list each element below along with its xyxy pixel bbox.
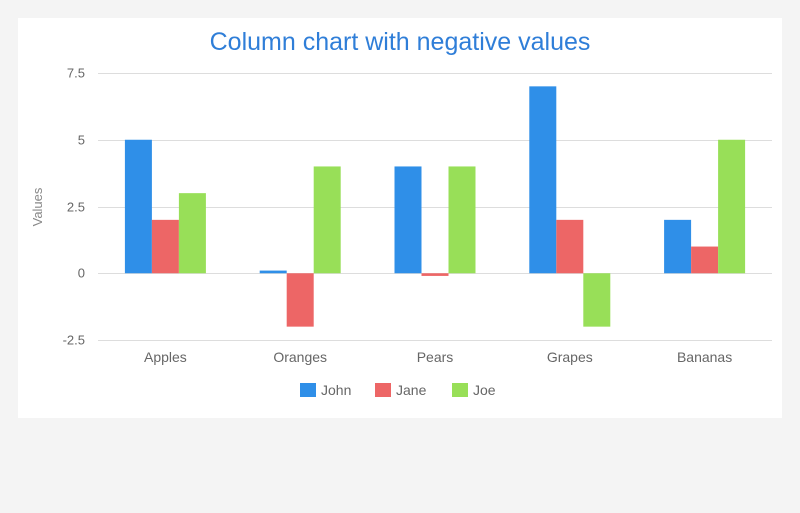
bar-john-pears: [394, 166, 422, 274]
y-axis-ticks: 7.5 5 2.5 0 -2.5: [63, 66, 85, 348]
y-tick-label: -2.5: [63, 333, 85, 348]
bar-john-bananas: [664, 219, 692, 274]
y-axis-title: Values: [30, 187, 45, 226]
x-axis-labels: Apples Oranges Pears Grapes Bananas: [144, 349, 732, 365]
bar-joe-bananas: [718, 139, 746, 274]
bar-jane-bananas: [691, 246, 719, 274]
legend-label: John: [321, 382, 351, 398]
legend: John Jane Joe: [300, 382, 496, 398]
x-tick-label: Oranges: [273, 349, 327, 365]
bar-john-oranges: [259, 270, 287, 274]
bar-jane-grapes: [556, 219, 584, 274]
y-tick-label: 0: [78, 266, 85, 281]
bar-jane-pears: [421, 273, 449, 276]
legend-label: Jane: [396, 382, 427, 398]
bar-jane-oranges: [286, 273, 314, 327]
y-tick-label: 7.5: [67, 66, 85, 81]
chart-card: Column chart with negative values Values…: [18, 18, 782, 418]
bars: [124, 86, 746, 327]
x-tick-label: Apples: [144, 349, 187, 365]
x-tick-label: Pears: [417, 349, 454, 365]
bar-joe-grapes: [583, 273, 611, 327]
bar-jane-apples: [151, 219, 179, 274]
bar-joe-apples: [178, 193, 206, 274]
legend-swatch: [300, 383, 316, 397]
x-tick-label: Bananas: [677, 349, 732, 365]
legend-label: Joe: [473, 382, 496, 398]
y-tick-label: 2.5: [67, 200, 85, 215]
legend-swatch: [375, 383, 391, 397]
chart-title: Column chart with negative values: [210, 28, 591, 56]
bar-john-grapes: [529, 86, 557, 274]
legend-swatch: [452, 383, 468, 397]
column-chart: Column chart with negative values Values…: [30, 28, 772, 398]
x-tick-label: Grapes: [547, 349, 593, 365]
bar-john-apples: [124, 139, 152, 274]
gridlines: [98, 73, 772, 341]
bar-joe-oranges: [313, 166, 341, 274]
y-tick-label: 5: [78, 133, 85, 148]
bar-joe-pears: [448, 166, 476, 274]
